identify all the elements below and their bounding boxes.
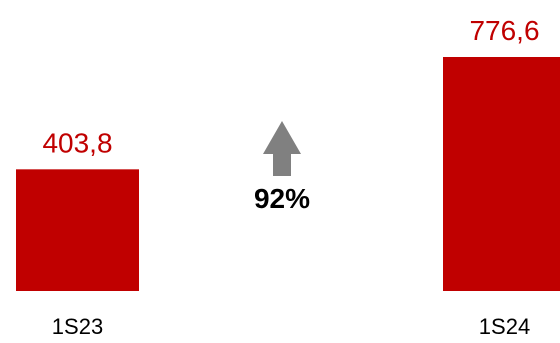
up-arrow-icon xyxy=(263,121,301,176)
bar-1s24 xyxy=(443,57,560,291)
value-label-1s24: 776,6 xyxy=(469,15,539,46)
value-label-1s23: 403,8 xyxy=(42,127,112,158)
growth-percentage-label: 92% xyxy=(254,183,310,214)
bars-layer xyxy=(16,57,560,291)
growth-annotation: 92% xyxy=(254,121,310,214)
bar-1s23 xyxy=(16,169,139,291)
category-label-1s24: 1S24 xyxy=(479,314,530,339)
labels-layer: 403,8 1S23 776,6 1S24 xyxy=(42,15,539,339)
category-label-1s23: 1S23 xyxy=(52,314,103,339)
